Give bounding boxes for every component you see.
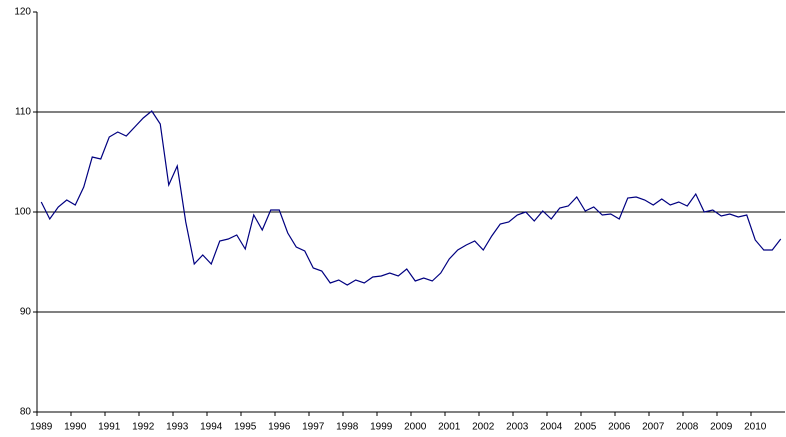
y-tick-label: 100 xyxy=(14,207,31,218)
x-tick-label: 1990 xyxy=(64,422,87,433)
y-tick-label: 120 xyxy=(14,7,31,18)
x-tick-label: 2008 xyxy=(676,422,699,433)
y-tick-label: 110 xyxy=(15,107,31,118)
x-tick-label: 2009 xyxy=(710,422,733,433)
x-tick-label: 2002 xyxy=(472,422,495,433)
x-tick-label: 2005 xyxy=(574,422,597,433)
x-tick-label: 1993 xyxy=(166,422,189,433)
x-tick-label: 1996 xyxy=(268,422,291,433)
x-tick-label: 1998 xyxy=(336,422,359,433)
x-tick-label: 2003 xyxy=(506,422,529,433)
x-tick-label: 1995 xyxy=(234,422,257,433)
x-tick-label: 2007 xyxy=(642,422,665,433)
x-tick-label: 2000 xyxy=(404,422,427,433)
x-tick-label: 2001 xyxy=(438,422,461,433)
x-tick-label: 1994 xyxy=(200,422,223,433)
x-tick-label: 2006 xyxy=(608,422,631,433)
x-tick-label: 1989 xyxy=(30,422,53,433)
x-tick-label: 2010 xyxy=(744,422,767,433)
data-line xyxy=(40,110,782,286)
x-tick-label: 1992 xyxy=(132,422,155,433)
x-tick-label: 2004 xyxy=(540,422,563,433)
x-tick-label: 1997 xyxy=(302,422,325,433)
x-tick-label: 1999 xyxy=(370,422,393,433)
x-tick-label: 1991 xyxy=(98,422,121,433)
y-tick-label: 90 xyxy=(20,307,32,318)
y-tick-label: 80 xyxy=(20,407,32,418)
